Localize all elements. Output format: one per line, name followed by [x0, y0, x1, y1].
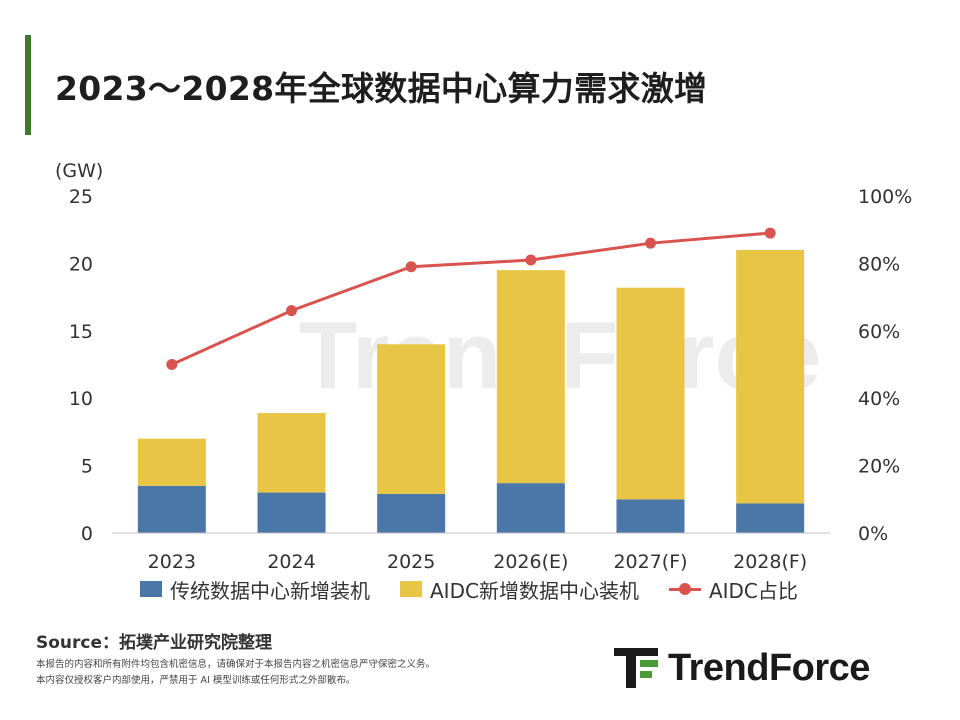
x-tick-label: 2025	[387, 551, 435, 573]
bar-aidc-0	[137, 438, 206, 486]
y-left-tick-label: 20	[69, 253, 93, 275]
ratio-point-2	[405, 261, 417, 273]
legend: 传统数据中心新增装机 AIDC新增数据中心装机 AIDC占比	[140, 575, 798, 604]
trendforce-logo: TrendForce	[612, 646, 870, 690]
y-left-tick-label: 25	[69, 186, 93, 208]
x-tick-label: 2024	[267, 551, 315, 573]
x-tick-label: 2027(F)	[613, 551, 687, 573]
legend-swatch-traditional	[140, 581, 162, 597]
y-right-tick-label: 60%	[858, 321, 900, 343]
ratio-point-0	[166, 359, 178, 370]
bar-aidc-3	[496, 270, 565, 484]
y-right-tick-label: 20%	[858, 456, 900, 478]
chart-area: TrendForce (GW)05101520250%20%40%60%80%1…	[55, 160, 912, 573]
y-left-unit-label: (GW)	[55, 160, 103, 182]
y-right-tick-label: 40%	[858, 388, 900, 410]
x-tick-label: 2028(F)	[733, 551, 807, 573]
bar-traditional-0	[137, 485, 206, 533]
bar-aidc-4	[616, 287, 685, 500]
y-right-tick-label: 0%	[858, 523, 888, 545]
legend-swatch-ratio	[668, 581, 701, 597]
bar-traditional-5	[736, 503, 805, 533]
disclaimer: 本报告的内容和所有附件均包含机密信息，请确保对于本报告内容之机密信息严守保密之义…	[36, 657, 435, 689]
legend-item-traditional: 传统数据中心新增装机	[140, 575, 370, 604]
ratio-point-3	[525, 254, 537, 266]
ratio-line	[171, 231, 771, 366]
legend-label-traditional: 传统数据中心新增装机	[170, 578, 370, 603]
logo-text: TrendForce	[668, 646, 870, 689]
legend-swatch-aidc	[400, 581, 422, 597]
y-left-tick-label: 5	[81, 456, 93, 478]
ratio-point-5	[764, 227, 776, 239]
y-right-tick-label: 100%	[858, 186, 912, 208]
ratio-point-4	[645, 237, 656, 249]
bar-traditional-1	[257, 492, 326, 533]
trendforce-logo-icon	[614, 648, 658, 688]
page-title: 2023～2028年全球数据中心算力需求激增	[55, 69, 708, 108]
disclaimer-line-2: 本内容仅授权客户内部使用，严禁用于 AI 模型训练或任何形式之外部散布。	[36, 675, 356, 686]
bar-aidc-2	[377, 344, 446, 494]
ratio-point-1	[286, 305, 297, 317]
legend-item-aidc: AIDC新增数据中心装机	[400, 575, 639, 604]
bar-traditional-2	[377, 493, 446, 533]
bar-aidc-5	[736, 249, 805, 504]
ratio-line-layer	[166, 227, 776, 370]
y-right-tick-label: 80%	[858, 253, 900, 275]
legend-item-ratio: AIDC占比	[668, 575, 798, 604]
bars-layer	[137, 249, 805, 533]
legend-label-aidc: AIDC新增数据中心装机	[430, 578, 639, 603]
title-accent-bar	[25, 35, 31, 135]
source-note: Source：拓墣产业研究院整理	[36, 633, 273, 653]
x-tick-label: 2023	[148, 551, 196, 573]
bar-traditional-4	[616, 499, 685, 533]
y-left-tick-label: 0	[81, 523, 93, 545]
y-left-tick-label: 15	[69, 321, 93, 343]
legend-label-ratio: AIDC占比	[708, 578, 798, 603]
x-tick-label: 2026(E)	[493, 551, 568, 573]
disclaimer-line-1: 本报告的内容和所有附件均包含机密信息，请确保对于本报告内容之机密信息严守保密之义…	[36, 659, 436, 670]
y-left-tick-label: 10	[69, 388, 93, 410]
bar-traditional-3	[496, 483, 565, 533]
bar-aidc-1	[257, 413, 326, 493]
